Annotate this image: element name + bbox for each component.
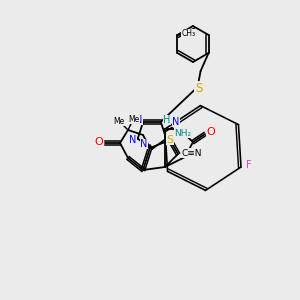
Text: H: H — [163, 115, 171, 125]
Text: O: O — [207, 127, 215, 137]
Text: N: N — [140, 139, 148, 149]
Text: NH₂: NH₂ — [174, 128, 192, 137]
Text: CH₃: CH₃ — [181, 29, 196, 38]
Text: N: N — [129, 135, 136, 145]
Text: Me: Me — [113, 116, 124, 125]
Text: N: N — [172, 117, 180, 127]
Text: S: S — [195, 82, 202, 94]
Text: Me: Me — [128, 115, 140, 124]
Text: S: S — [167, 135, 174, 145]
Text: O: O — [94, 137, 103, 147]
Text: C≡N: C≡N — [182, 148, 202, 158]
Text: F: F — [246, 160, 252, 170]
Text: N: N — [136, 115, 143, 125]
